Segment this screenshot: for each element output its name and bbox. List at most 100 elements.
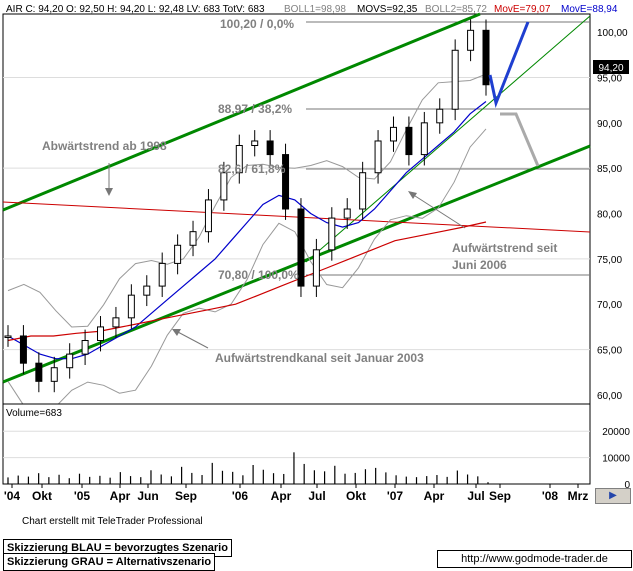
candle-body [127, 294, 135, 319]
x-tick-label: Sep [489, 489, 511, 503]
candle-body [436, 108, 444, 124]
y-tick-label: 90,00 [597, 119, 622, 130]
candles [4, 19, 490, 393]
move2-label: MovE=88,94 [561, 4, 618, 15]
x-tick-label: Apr [271, 489, 292, 503]
y-tick-label: 70,00 [597, 300, 622, 311]
candle-body [312, 249, 320, 287]
legend-gray: Skizzierung GRAU = Alternativszenario [3, 553, 216, 571]
downtrend-label: Abwärtstrend ab 1998 [42, 139, 167, 153]
y-tick-label: 95,00 [597, 73, 622, 84]
candle-body [266, 140, 274, 156]
movs-label: MOVS=92,35 [357, 4, 418, 15]
y-tick-label: 100,00 [597, 28, 628, 39]
y-tick-label: 65,00 [597, 346, 622, 357]
volume-tick-label: 10000 [602, 454, 630, 465]
candle-body [174, 244, 182, 264]
candle-body [282, 154, 290, 210]
x-tick-label: '06 [232, 489, 249, 503]
candle-body [189, 231, 197, 246]
x-tick-label: Apr [424, 489, 445, 503]
candle-body [112, 317, 120, 328]
candle-body [235, 145, 243, 174]
fib-label-618: 82,6 / 61,8% [218, 162, 286, 176]
x-tick-label: Sep [175, 489, 197, 503]
price-axis: 60,00 65,00 70,00 75,00 80,00 85,00 90,00 95,00… [597, 28, 628, 402]
x-tick-label: '08 [542, 489, 559, 503]
fib-label-0: 100,20 / 0,0% [220, 17, 294, 31]
url-link[interactable]: http://www.godmode-trader.de [437, 550, 632, 568]
candle-body [251, 140, 259, 147]
volume-tick-label: 0 [624, 480, 630, 491]
candle-body [405, 126, 413, 156]
boll2-label: BOLL2=85,72 [425, 4, 487, 15]
uptrend-arrowhead [408, 191, 417, 199]
y-tick-label: 80,00 [597, 210, 622, 221]
x-tick-label: '07 [387, 489, 404, 503]
candle-body [143, 285, 151, 296]
time-axis: '04 Okt '05 Apr Jun Sep '06 Apr Jul Okt '07 Apr Jul S… [4, 484, 588, 503]
channel-upper-line [2, 12, 481, 212]
volume-bars [7, 452, 489, 484]
volume-axis: 0 10000 20000 [602, 427, 630, 491]
bollinger-lower [7, 128, 487, 417]
candle-body [35, 362, 43, 382]
move1-label: MovE=79,07 [494, 4, 551, 15]
x-tick-label: Mrz [568, 489, 589, 503]
channel-label: Aufwärtstrendkanal seit Januar 2003 [215, 351, 424, 365]
channel-arrowhead [172, 329, 181, 336]
x-tick-label: '05 [74, 489, 91, 503]
quote-text: AIR C: 94,20 O: 92,50 H: 94,20 L: 92,48 … [6, 4, 265, 15]
move-line [7, 221, 487, 342]
candle-body [297, 208, 305, 287]
boll1-label: BOLL1=98,98 [284, 4, 346, 15]
candle-body [389, 126, 397, 142]
downtrend-arrowhead [105, 188, 113, 196]
y-tick-label: 60,00 [597, 391, 622, 402]
candle-body [220, 172, 228, 201]
x-tick-label: '04 [4, 489, 21, 503]
candle-body [97, 326, 105, 342]
candle-body [81, 340, 89, 355]
candle-body [482, 29, 490, 86]
candle-body [467, 29, 475, 51]
candle-body [328, 217, 336, 251]
x-tick-label: Okt [346, 489, 366, 503]
candle-body [451, 49, 459, 110]
uptrend-label-line1: Aufwärtstrend seit [452, 241, 557, 255]
x-tick-label: Jun [137, 489, 158, 503]
fib-label-382: 88,97 / 38,2% [218, 102, 292, 116]
volume-label: Volume=683 [6, 408, 62, 419]
candle-body [158, 262, 166, 287]
y-tick-label: 85,00 [597, 164, 622, 175]
volume-panel [2, 403, 591, 485]
y-tick-label: 75,00 [597, 255, 622, 266]
candle-body [374, 140, 382, 174]
arrow-icon: ▶ [609, 490, 617, 501]
candle-body [343, 208, 351, 219]
x-tick-label: Okt [32, 489, 52, 503]
credit-text: Chart erstellt mit TeleTrader Profession… [22, 516, 203, 527]
candle-body [19, 335, 27, 364]
downtrend-line [2, 201, 591, 233]
x-tick-label: Jul [467, 489, 484, 503]
candle-body [359, 172, 367, 210]
x-tick-label: Apr [110, 489, 131, 503]
fib-label-100: 70,80 / 100,0% [218, 268, 299, 282]
uptrend-line [305, 15, 591, 263]
price-label-box [593, 60, 629, 74]
volume-tick-label: 20000 [602, 427, 630, 438]
scroll-right-button[interactable]: ▶ [595, 488, 631, 504]
volume-grid [3, 430, 590, 459]
candle-body [66, 353, 74, 369]
price-label: 94,20 [598, 63, 623, 74]
gray-scenario-arrow [500, 112, 540, 167]
candle-body [204, 199, 212, 233]
blue-scenario-arrow [488, 21, 530, 109]
x-tick-label: Jul [308, 489, 325, 503]
uptrend-pointer [411, 193, 466, 229]
uptrend-label-line2: Juni 2006 [452, 258, 507, 272]
candle-body [50, 367, 58, 382]
candle-body [4, 335, 12, 338]
